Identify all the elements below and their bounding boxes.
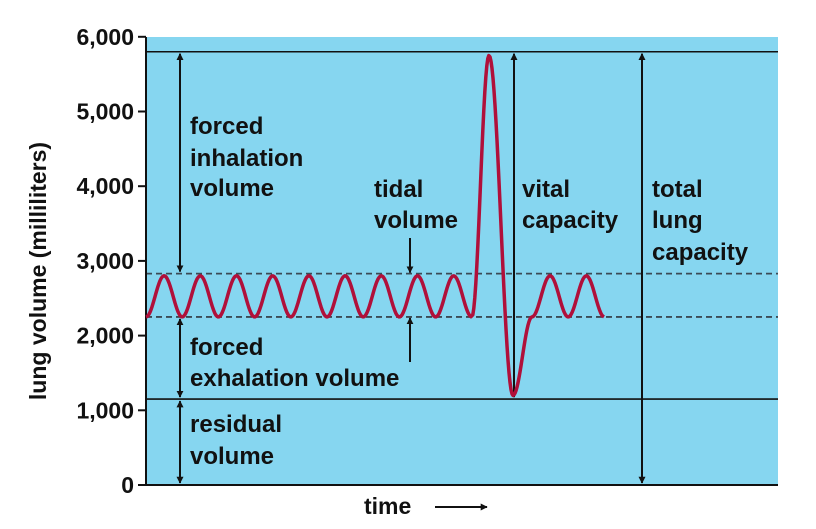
label-total-lung-capacity-line-3: capacity — [652, 239, 749, 266]
label-vital-capacity: vital capacity — [522, 176, 619, 234]
label-tidal-volume-line-1: tidal — [374, 176, 423, 203]
label-forced-inhalation-line-2: inhalation — [190, 145, 303, 172]
breathing-curve — [145, 53, 605, 398]
label-residual-volume: residual volume — [190, 411, 282, 470]
y-tick-label: 0 — [121, 472, 134, 498]
x-axis-label: time — [364, 493, 411, 519]
y-tick-label: 5,000 — [76, 99, 134, 125]
label-forced-inhalation: forced inhalation volume — [190, 113, 303, 202]
y-axis-ticks: 0 1,000 2,000 3,000 4,000 5,000 6,000 — [76, 24, 146, 498]
label-vital-capacity-line-1: vital — [522, 176, 570, 203]
measurement-arrows — [176, 53, 646, 484]
label-total-lung-capacity-line-2: lung — [652, 207, 703, 234]
label-total-lung-capacity: total lung capacity — [652, 176, 749, 266]
y-tick-label: 3,000 — [76, 248, 134, 274]
label-tidal-volume-line-2: volume — [374, 207, 458, 234]
label-vital-capacity-line-2: capacity — [522, 207, 619, 234]
reference-lines — [146, 50, 778, 400]
y-tick-label: 4,000 — [76, 173, 134, 199]
y-axis-label: lung volume (milliliters) — [25, 142, 51, 400]
label-forced-exhalation-line-2: exhalation volume — [190, 365, 399, 392]
label-total-lung-capacity-line-1: total — [652, 176, 703, 203]
y-tick-label: 6,000 — [76, 24, 134, 50]
y-tick-label: 1,000 — [76, 397, 134, 423]
label-tidal-volume: tidal volume — [374, 176, 458, 234]
label-forced-exhalation-line-1: forced — [190, 334, 263, 361]
y-tick-label: 2,000 — [76, 323, 134, 349]
label-forced-inhalation-line-3: volume — [190, 175, 274, 202]
label-forced-inhalation-line-1: forced — [190, 113, 263, 140]
label-forced-exhalation: forced exhalation volume — [190, 334, 399, 392]
label-residual-volume-line-1: residual — [190, 411, 282, 438]
label-residual-volume-line-2: volume — [190, 443, 274, 470]
plot-area — [146, 37, 778, 485]
